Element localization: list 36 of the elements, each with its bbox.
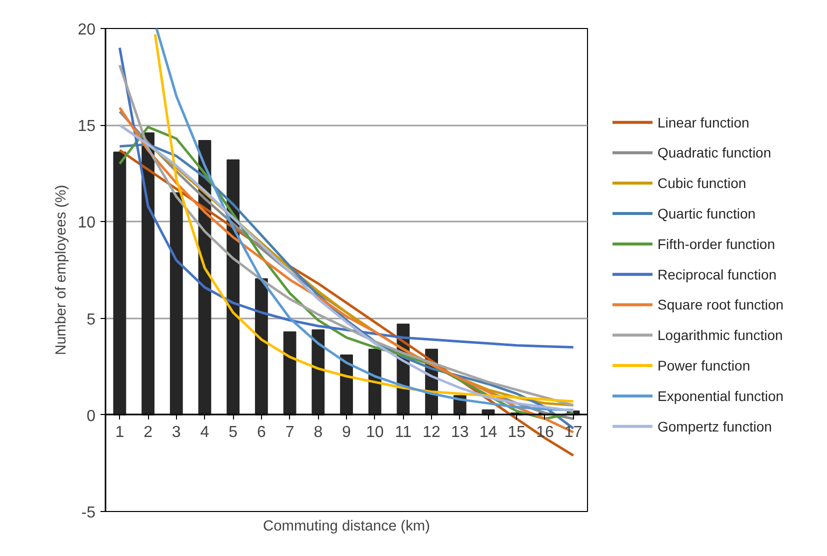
y-tick-label: -5 bbox=[81, 504, 96, 522]
x-tick-label: 8 bbox=[314, 424, 323, 441]
x-tick-label: 7 bbox=[285, 424, 294, 441]
x-tick-label: 2 bbox=[144, 424, 153, 441]
legend-label: Gompertz function bbox=[658, 418, 772, 434]
y-tick-label: 10 bbox=[78, 214, 96, 232]
legend-label: Quadratic function bbox=[658, 144, 772, 161]
legend-label: Square root function bbox=[658, 296, 784, 313]
y-tick-label: 20 bbox=[78, 22, 96, 38]
y-axis-title: Number of employees (%) bbox=[54, 184, 70, 356]
x-tick-label: 12 bbox=[422, 424, 441, 441]
y-tick-label: 0 bbox=[86, 408, 96, 425]
x-tick-label: 6 bbox=[256, 424, 266, 441]
legend-label: Exponential function bbox=[658, 388, 784, 404]
legend-label: Reciprocal function bbox=[658, 266, 777, 282]
x-tick-label: 9 bbox=[342, 424, 352, 441]
legend-label: Power function bbox=[658, 358, 750, 374]
x-tick-label: 5 bbox=[228, 424, 238, 441]
x-tick-label: 15 bbox=[508, 424, 526, 441]
legend-label: Fifth-order function bbox=[658, 236, 775, 252]
x-tick-label: 4 bbox=[200, 424, 210, 441]
x-tick-label: 13 bbox=[451, 424, 469, 441]
legend-label: Logarithmic function bbox=[658, 327, 783, 344]
x-tick-label: 11 bbox=[394, 424, 412, 441]
y-tick-label: 15 bbox=[78, 118, 96, 136]
y-tick-label: 5 bbox=[86, 311, 96, 328]
x-tick-label: 1 bbox=[115, 424, 124, 441]
x-tick-label: 16 bbox=[536, 424, 554, 441]
x-tick-label: 14 bbox=[479, 424, 498, 441]
x-tick-label: 17 bbox=[564, 424, 582, 441]
x-tick-label: 10 bbox=[366, 424, 384, 441]
legend-label: Quartic function bbox=[658, 206, 756, 222]
x-axis-title: Commuting distance (km) bbox=[263, 518, 430, 534]
x-tick-label: 3 bbox=[172, 424, 181, 441]
legend-label: Linear function bbox=[658, 114, 750, 130]
legend-label: Cubic function bbox=[658, 175, 746, 192]
